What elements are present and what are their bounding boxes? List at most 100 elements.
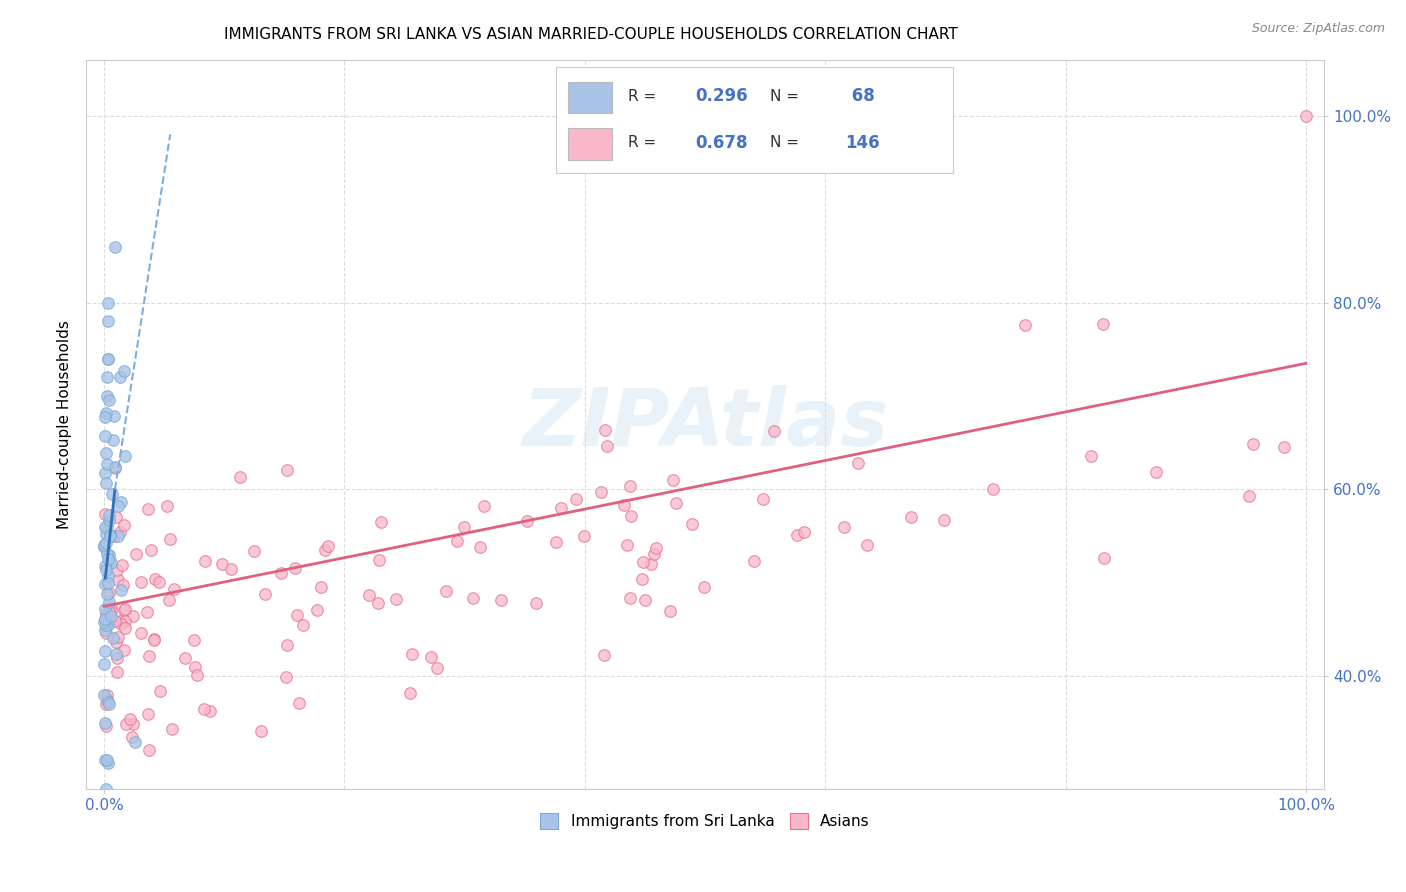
Point: [94, 428, 117, 442]
Point: [94, 618, 117, 632]
Point: [229, 469, 252, 483]
Point: [136, 502, 159, 516]
Point: [98, 610, 121, 624]
Point: [160, 722, 183, 736]
Point: [211, 557, 233, 571]
Point: [103, 409, 125, 423]
Point: [114, 614, 136, 628]
Point: [316, 539, 339, 553]
Point: [595, 439, 617, 453]
Point: [681, 516, 703, 531]
Point: [305, 603, 328, 617]
Point: [94, 526, 117, 541]
Point: [524, 596, 547, 610]
Point: [453, 520, 475, 534]
Point: [96, 587, 118, 601]
Point: [104, 634, 127, 648]
Point: [846, 456, 869, 470]
Point: [619, 591, 641, 605]
Point: [98, 554, 121, 568]
Point: [93, 657, 115, 671]
Point: [114, 622, 136, 636]
Point: [111, 558, 134, 572]
Point: [107, 651, 129, 665]
Point: [101, 433, 124, 447]
Point: [100, 599, 122, 614]
Point: [97, 392, 120, 407]
Point: [107, 573, 129, 587]
Point: [94, 602, 117, 616]
Point: [93, 644, 115, 658]
Point: [793, 525, 815, 540]
Point: [219, 562, 242, 576]
Point: [434, 584, 457, 599]
Point: [186, 667, 208, 681]
Point: [110, 495, 132, 509]
Point: [141, 542, 163, 557]
Point: [149, 684, 172, 698]
Point: [94, 623, 117, 637]
Point: [108, 614, 131, 628]
Point: [121, 609, 143, 624]
Point: [148, 575, 170, 590]
Point: [114, 603, 136, 617]
Point: [194, 554, 217, 568]
Point: [114, 717, 136, 731]
Point: [112, 518, 135, 533]
Point: [385, 591, 408, 606]
Point: [515, 514, 537, 528]
Point: [124, 735, 146, 749]
Point: [96, 370, 118, 384]
Point: [97, 698, 120, 712]
Point: [159, 532, 181, 546]
Point: [1274, 440, 1296, 454]
Point: [114, 450, 136, 464]
Point: [643, 547, 665, 561]
Point: [550, 501, 572, 516]
Point: [368, 553, 391, 567]
Point: [97, 314, 120, 328]
Point: [97, 351, 120, 366]
Point: [110, 525, 132, 540]
Point: [159, 593, 181, 607]
Point: [98, 527, 121, 541]
Point: [93, 537, 115, 551]
Point: [110, 370, 132, 384]
Point: [118, 713, 141, 727]
Point: [94, 754, 117, 768]
Point: [446, 534, 468, 549]
Point: [94, 612, 117, 626]
Point: [574, 529, 596, 543]
Point: [1080, 450, 1102, 464]
Point: [94, 466, 117, 480]
Point: [94, 507, 117, 521]
Point: [96, 547, 118, 561]
Point: [97, 351, 120, 366]
Point: [104, 460, 127, 475]
Point: [253, 587, 276, 601]
Point: [107, 500, 129, 514]
Point: [620, 508, 643, 523]
Point: [100, 608, 122, 623]
Point: [398, 686, 420, 700]
Point: [292, 617, 315, 632]
Point: [981, 482, 1004, 496]
Point: [155, 500, 177, 514]
Point: [856, 538, 879, 552]
Point: [634, 592, 657, 607]
Point: [693, 580, 716, 594]
Point: [1144, 465, 1167, 479]
Point: [107, 529, 129, 543]
Point: [288, 696, 311, 710]
Text: Source: ZipAtlas.com: Source: ZipAtlas.com: [1251, 22, 1385, 36]
Point: [136, 706, 159, 721]
Point: [1092, 318, 1115, 332]
Point: [97, 296, 120, 310]
Point: [135, 606, 157, 620]
Point: [613, 498, 636, 512]
Point: [468, 540, 491, 554]
Point: [94, 607, 117, 621]
Point: [98, 513, 121, 527]
Point: [96, 692, 118, 706]
Point: [94, 563, 117, 577]
